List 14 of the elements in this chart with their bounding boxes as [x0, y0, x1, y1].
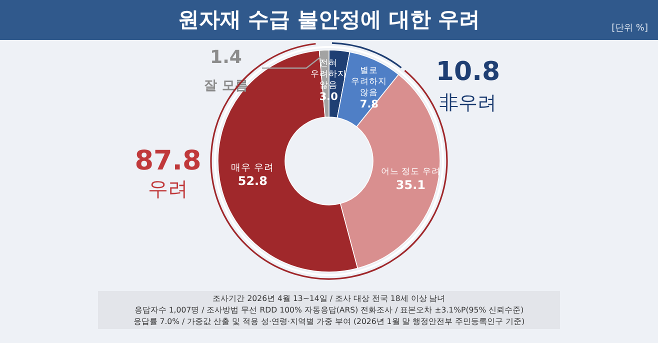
data-label: 35.1 — [396, 178, 426, 192]
text: 우려 — [148, 176, 188, 200]
slice-label: 매우 우려 — [231, 162, 274, 174]
data-label: 52.8 — [238, 174, 268, 188]
data-label: 1.4 — [210, 46, 242, 68]
slice-label: 전혀 우려하지 않음 — [310, 58, 347, 91]
text: [단위 %] — [612, 23, 648, 34]
text: 87.8 — [134, 145, 202, 176]
data-label: 3.0 — [319, 91, 338, 104]
slice-label: 별로 우려하지 않음 — [351, 66, 388, 98]
text: 非우려 — [440, 92, 496, 114]
slice-label: 어느 정도 우려 — [380, 167, 440, 178]
chart-title: 원자재 수급 불안정에 대한 우려 — [178, 8, 480, 32]
text: 10.8 — [436, 57, 500, 88]
